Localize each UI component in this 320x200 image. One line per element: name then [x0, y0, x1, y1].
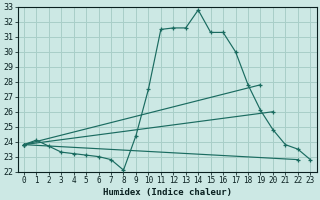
- X-axis label: Humidex (Indice chaleur): Humidex (Indice chaleur): [103, 188, 232, 197]
